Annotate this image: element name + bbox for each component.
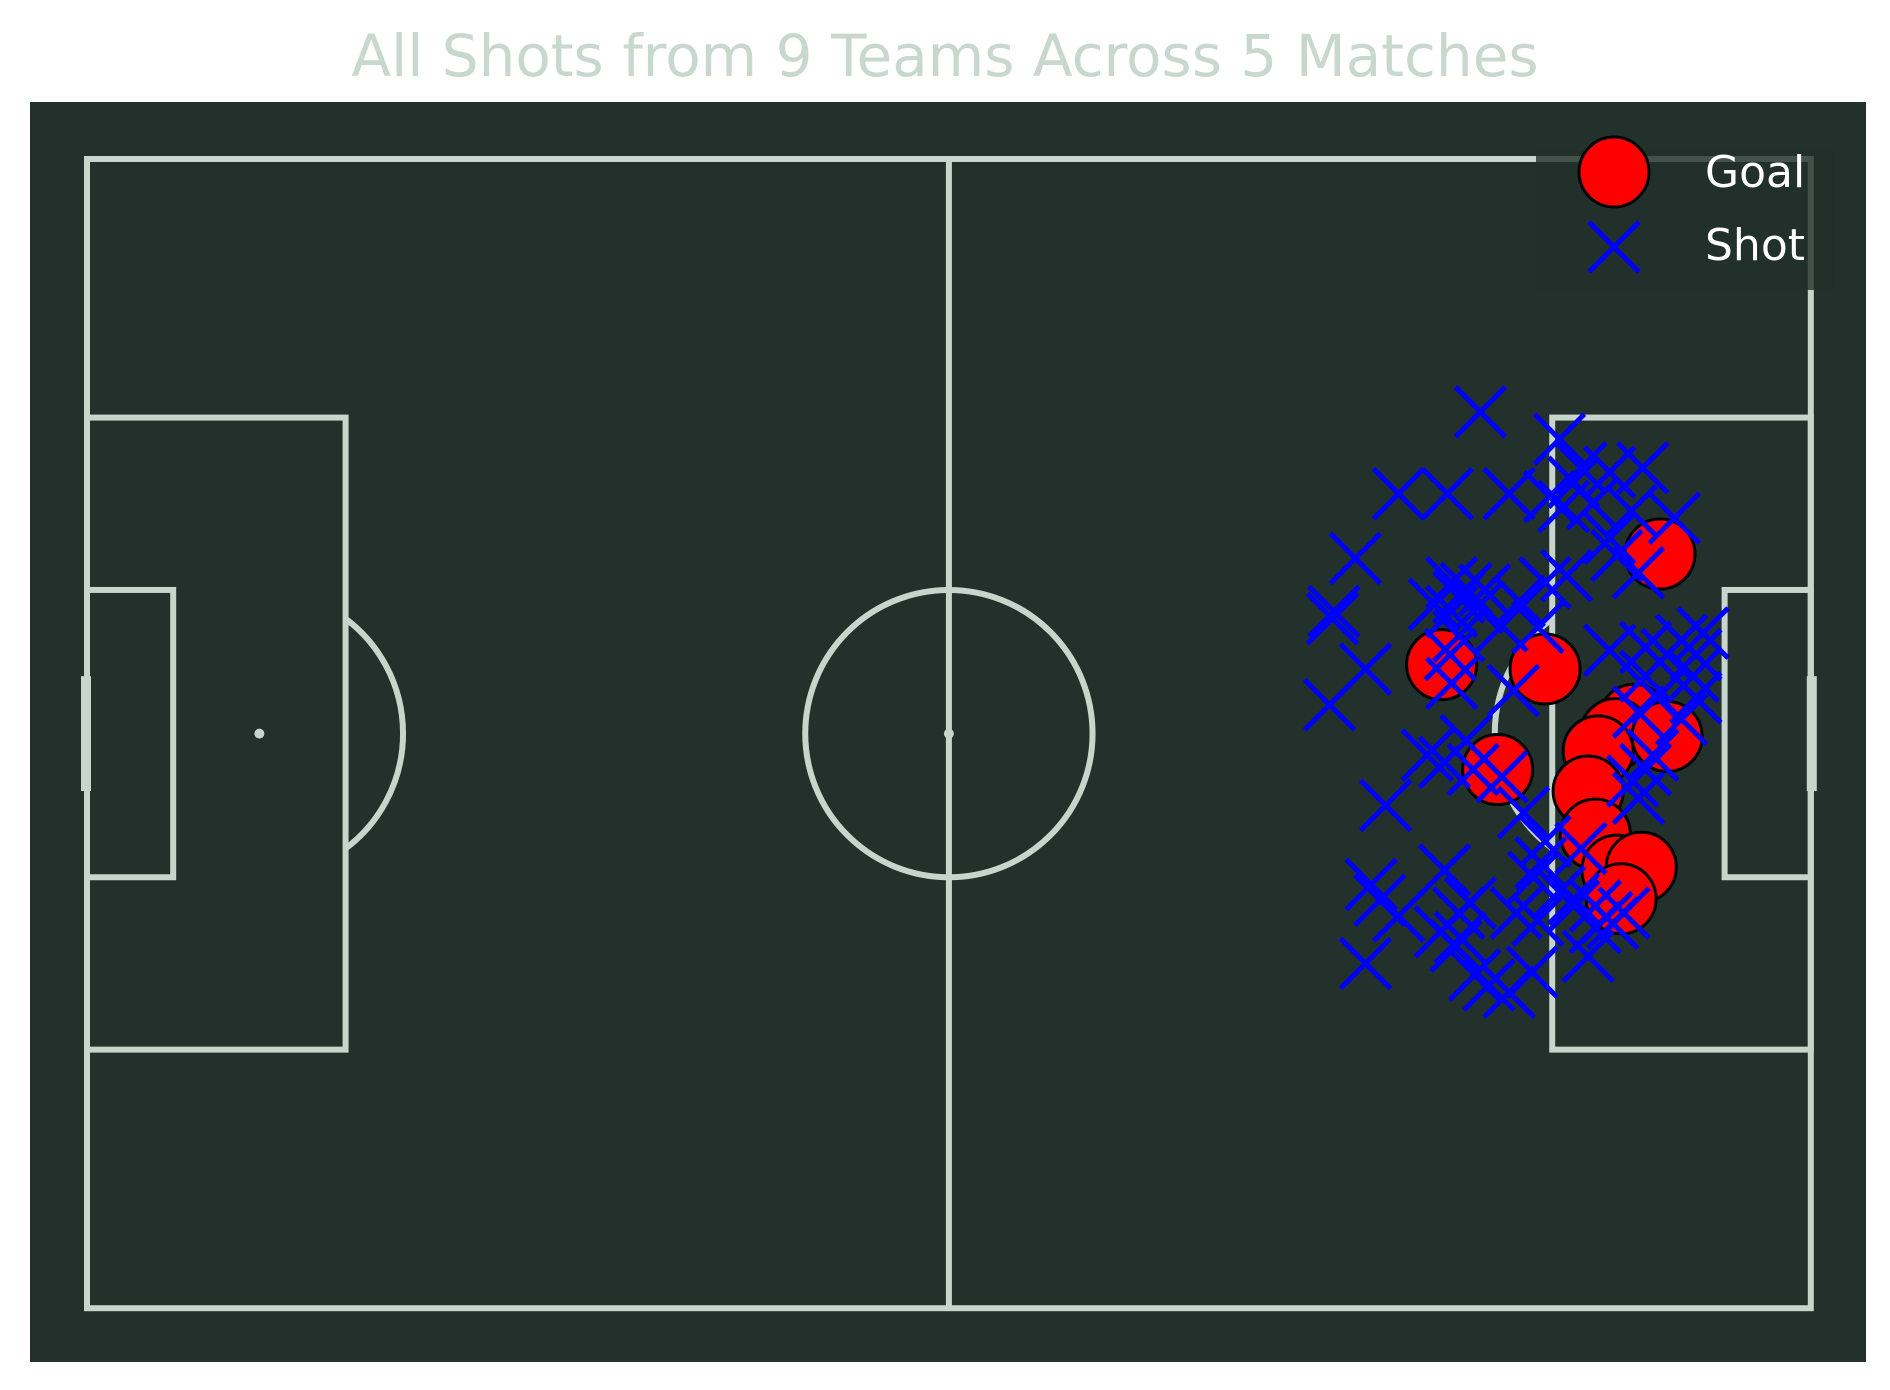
shot-point-48: [1611, 685, 1666, 739]
shot-point-15: [1328, 531, 1383, 586]
shot-point-6: [1522, 469, 1577, 524]
shot-point-13: [1536, 479, 1591, 534]
shot-point-42: [1424, 656, 1479, 711]
chart-title: All Shots from 9 Teams Across 5 Matches: [351, 22, 1539, 90]
shot-point-14: [1582, 511, 1637, 566]
shot-point-74: [1511, 893, 1565, 948]
shot-point-11: [1482, 466, 1536, 521]
shot-point-0: [1453, 385, 1508, 439]
shot-point-18: [1518, 555, 1572, 610]
shot-point-56: [1605, 754, 1660, 808]
centre-spot: [943, 728, 954, 739]
legend-shot-label: Shot: [1705, 220, 1805, 271]
shot-point-8: [1604, 484, 1659, 538]
shot-point-73: [1489, 886, 1544, 940]
shot-point-86: [1447, 948, 1502, 1002]
shot-point-49: [1654, 692, 1709, 747]
shot-point-65: [1506, 850, 1561, 905]
shot-point-10: [1420, 466, 1475, 521]
shot-point-67: [1547, 872, 1601, 926]
shot-point-58: [1611, 771, 1666, 826]
shot-point-28: [1307, 584, 1361, 639]
shot-point-44: [1486, 663, 1541, 718]
shot-point-25: [1492, 574, 1546, 629]
shot-point-88: [1505, 945, 1559, 999]
legend-shot-marker: [1587, 220, 1641, 274]
legend: Goal Shot: [1536, 135, 1834, 290]
shot-point-4: [1615, 441, 1670, 495]
shot-point-41: [1666, 649, 1720, 703]
legend-goal-label: Goal: [1705, 147, 1805, 198]
shot-point-17: [1611, 545, 1666, 600]
shot-point-3: [1582, 445, 1637, 499]
shot-point-62: [1554, 821, 1608, 876]
shot-point-35: [1618, 620, 1673, 675]
shot-point-45: [1302, 678, 1357, 732]
shot-point-60: [1496, 785, 1551, 840]
shot-point-29: [1305, 591, 1360, 646]
shot-point-32: [1511, 600, 1565, 655]
shot-point-27: [1407, 577, 1462, 632]
shot-point-12: [1647, 491, 1702, 545]
left-penalty-arc: [343, 616, 406, 851]
shot-point-61: [1518, 814, 1572, 869]
shot-point-85: [1568, 879, 1623, 933]
shot-point-9: [1371, 466, 1426, 521]
shot-point-78: [1429, 919, 1483, 973]
shot-point-54: [1626, 728, 1680, 782]
centre-circle: [802, 586, 1096, 881]
left-goal: [81, 676, 91, 792]
shot-point-64: [1417, 843, 1472, 897]
shot-point-70: [1371, 889, 1426, 943]
shot-marks: [1302, 385, 1730, 1019]
shot-point-51: [1400, 728, 1455, 782]
shot-point-30: [1432, 609, 1486, 663]
shot-point-76: [1433, 910, 1488, 965]
shot-point-1: [1532, 412, 1587, 466]
shot-point-38: [1676, 606, 1730, 660]
shot-point-19: [1539, 548, 1594, 603]
shot-point-57: [1358, 778, 1413, 833]
shot-point-59: [1475, 749, 1529, 804]
shot-point-83: [1547, 879, 1601, 933]
shot-point-68: [1344, 857, 1398, 912]
legend-goal-marker: [1577, 135, 1651, 209]
shot-point-89: [1462, 958, 1516, 1012]
left-penalty-spot: [254, 728, 265, 739]
shot-point-16: [1590, 528, 1644, 583]
right-goal: [1806, 676, 1817, 792]
shot-point-77: [1338, 936, 1393, 991]
